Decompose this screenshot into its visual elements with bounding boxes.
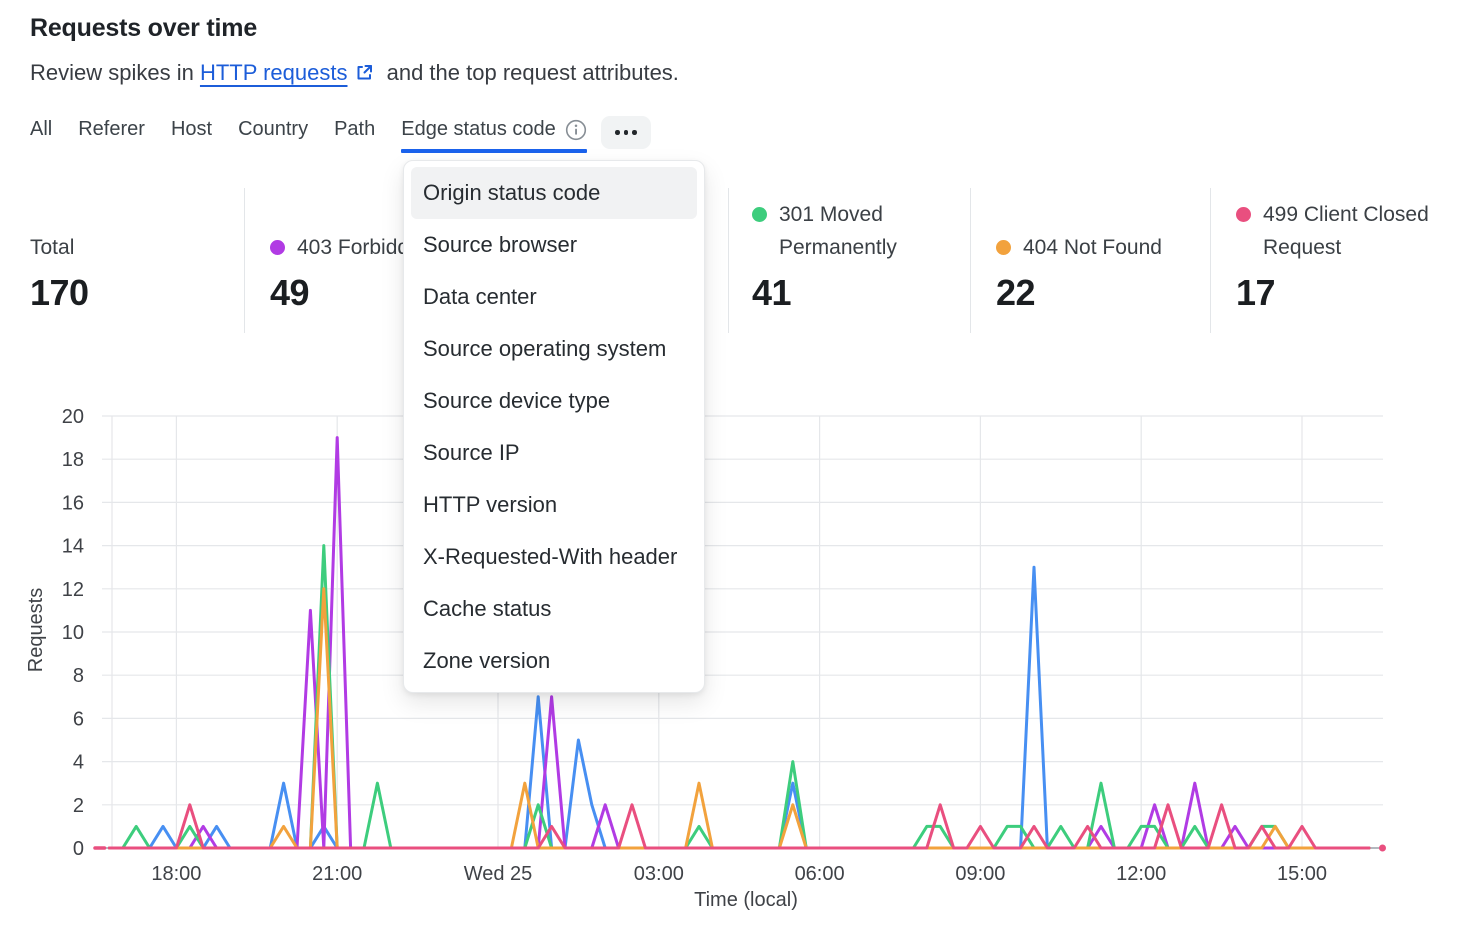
attribute-tabs: All Referer Host Country Path Edge status cod… bbox=[30, 118, 587, 153]
stat-divider bbox=[244, 188, 245, 333]
menu-item-source-browser[interactable]: Source browser bbox=[423, 232, 578, 257]
menu-item-x-requested-with-header[interactable]: X-Requested-With header bbox=[423, 544, 678, 569]
stat-301-moved-permanently: 301 Moved Permanently 41 bbox=[752, 200, 929, 314]
menu-item-cache-status[interactable]: Cache status bbox=[423, 596, 552, 621]
series-403-forbidden bbox=[107, 436, 1371, 850]
legend-dot bbox=[1236, 207, 1251, 222]
y-tick-label: 2 bbox=[73, 795, 84, 817]
x-axis-tick-labels: 18:00 21:00 Wed 25 03:00 06:00 09:00 12:00 15:0… bbox=[151, 863, 1327, 885]
tab-label: Path bbox=[334, 118, 376, 140]
subtitle: Review spikes in HTTP requests and the t… bbox=[30, 60, 679, 88]
legend-dot bbox=[270, 240, 285, 255]
attribute-dropdown-menu: Origin status code Source browser Data cen… bbox=[403, 160, 705, 693]
x-tick-label: 21:00 bbox=[312, 863, 362, 885]
stat-value: 17 bbox=[1236, 272, 1276, 313]
stat-value: 170 bbox=[30, 272, 89, 313]
page-title: Requests over time bbox=[30, 14, 258, 42]
y-tick-label: 18 bbox=[62, 449, 84, 471]
info-icon bbox=[565, 119, 586, 140]
stat-label: 499 Client Closed Request bbox=[1263, 203, 1429, 259]
stat-value: 41 bbox=[752, 272, 792, 313]
y-axis-tick-labels: 0 2 4 6 8 10 12 14 16 18 20 bbox=[62, 406, 84, 860]
legend-dot bbox=[996, 240, 1011, 255]
x-tick-label: 06:00 bbox=[795, 863, 845, 885]
stat-label: 404 Not Found bbox=[1023, 236, 1162, 259]
y-tick-label: 6 bbox=[73, 708, 84, 730]
tab-label: Edge status code bbox=[401, 118, 556, 140]
x-tick-label: 15:00 bbox=[1277, 863, 1327, 885]
external-link-icon bbox=[355, 62, 374, 88]
series-499-client-closed-request bbox=[107, 803, 1371, 850]
x-tick-label: 09:00 bbox=[955, 863, 1005, 885]
stat-divider bbox=[970, 188, 971, 333]
attribute-tabs-row: All Referer Host Country Path Edge status cod… bbox=[30, 116, 651, 153]
menu-item-source-operating-system[interactable]: Source operating system bbox=[423, 336, 667, 361]
stat-404-not-found: 404 Not Found 22 bbox=[996, 200, 1162, 314]
tab-all[interactable]: All bbox=[30, 118, 52, 153]
tab-path[interactable]: Path bbox=[334, 118, 375, 153]
menu-item-data-center[interactable]: Data center bbox=[423, 284, 537, 309]
stat-value: 22 bbox=[996, 272, 1036, 313]
http-requests-link[interactable]: HTTP requests bbox=[199, 60, 348, 85]
stat-divider bbox=[1210, 188, 1211, 333]
subtitle-text-suffix: and the top request attributes. bbox=[380, 60, 679, 85]
menu-item-http-version[interactable]: HTTP version bbox=[423, 492, 558, 517]
menu-item-zone-version[interactable]: Zone version bbox=[423, 648, 551, 673]
y-tick-label: 8 bbox=[73, 665, 84, 687]
more-tabs-button[interactable] bbox=[600, 116, 651, 149]
menu-item-origin-status-code[interactable]: Origin status code bbox=[411, 167, 697, 219]
chart-gridlines bbox=[102, 415, 1383, 849]
y-tick-label: 4 bbox=[73, 752, 84, 774]
menu-item-source-device-type[interactable]: Source device type bbox=[423, 388, 611, 413]
tab-label: All bbox=[30, 118, 53, 140]
tab-referer[interactable]: Referer bbox=[78, 118, 145, 153]
y-tick-label: 10 bbox=[62, 622, 84, 644]
stat-499-client-closed-request: 499 Client Closed Request 17 bbox=[1236, 200, 1438, 314]
y-tick-label: 20 bbox=[62, 406, 84, 428]
stat-label: 301 Moved Permanently bbox=[779, 203, 897, 259]
chart-series bbox=[93, 436, 1386, 852]
y-tick-label: 14 bbox=[62, 536, 84, 558]
stat-total: Total 170 bbox=[30, 200, 89, 314]
y-axis-title: Requests bbox=[25, 588, 47, 673]
series-end-dot bbox=[1379, 844, 1386, 852]
x-tick-label: 12:00 bbox=[1116, 863, 1166, 885]
y-tick-label: 12 bbox=[62, 579, 84, 601]
tab-host[interactable]: Host bbox=[171, 118, 212, 153]
subtitle-text-prefix: Review spikes in bbox=[30, 60, 200, 85]
legend-dot bbox=[752, 207, 767, 222]
stat-value: 49 bbox=[270, 272, 310, 313]
stat-label: Total bbox=[30, 236, 75, 259]
tab-label: Referer bbox=[78, 118, 145, 140]
stat-divider bbox=[728, 188, 729, 333]
menu-item-source-ip[interactable]: Source IP bbox=[423, 440, 520, 465]
x-tick-label: 03:00 bbox=[634, 863, 684, 885]
y-tick-label: 16 bbox=[62, 492, 84, 514]
x-tick-label: Wed 25 bbox=[464, 863, 533, 885]
x-axis-title: Time (local) bbox=[694, 889, 798, 911]
tab-label: Host bbox=[170, 118, 213, 140]
y-tick-label: 0 bbox=[73, 838, 84, 860]
stat-label: 403 Forbidden bbox=[297, 236, 433, 259]
x-tick-label: 18:00 bbox=[151, 863, 201, 885]
stat-403-forbidden: 403 Forbidden 49 bbox=[270, 200, 432, 314]
tab-country[interactable]: Country bbox=[238, 118, 308, 153]
tab-label: Country bbox=[238, 118, 309, 140]
tab-edge-status-code[interactable]: Edge status code bbox=[401, 118, 587, 153]
more-icon bbox=[615, 130, 620, 135]
